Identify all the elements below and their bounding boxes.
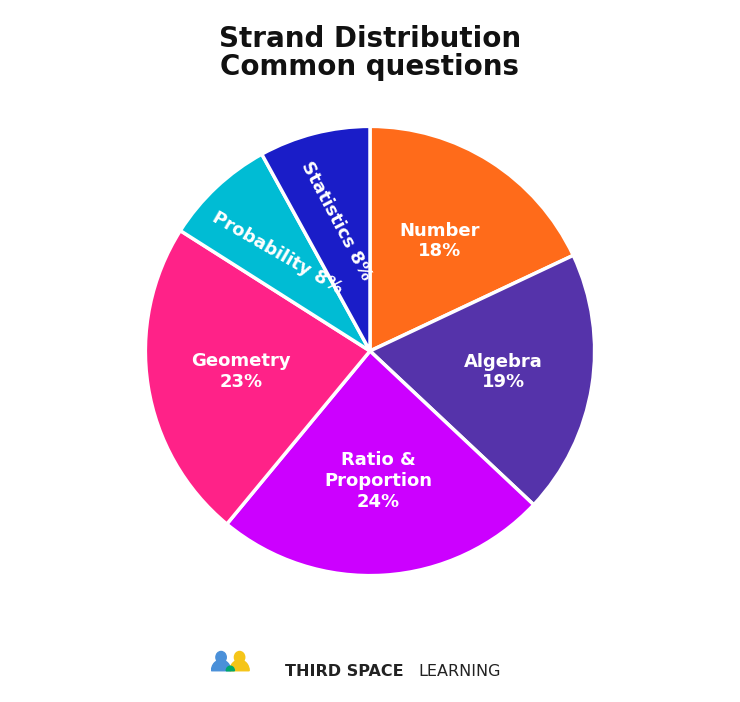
Text: Number
18%: Number 18%	[400, 222, 480, 260]
Wedge shape	[226, 351, 534, 576]
Text: THIRD SPACE: THIRD SPACE	[285, 663, 403, 679]
Text: Ratio &
Proportion
24%: Ratio & Proportion 24%	[324, 451, 432, 511]
Circle shape	[216, 651, 226, 663]
Wedge shape	[230, 660, 249, 671]
Text: Probability 8%: Probability 8%	[209, 208, 346, 298]
Text: Strand Distribution: Strand Distribution	[219, 25, 521, 53]
Wedge shape	[370, 256, 595, 505]
Wedge shape	[181, 154, 370, 351]
Text: LEARNING: LEARNING	[418, 663, 500, 679]
Text: Statistics 8%: Statistics 8%	[297, 158, 375, 283]
Wedge shape	[145, 231, 370, 524]
Text: Algebra
19%: Algebra 19%	[464, 352, 542, 392]
Wedge shape	[212, 660, 231, 671]
Circle shape	[235, 651, 245, 663]
Text: Geometry
23%: Geometry 23%	[192, 352, 291, 391]
Wedge shape	[226, 666, 235, 671]
Wedge shape	[370, 126, 574, 351]
Text: Common questions: Common questions	[221, 53, 519, 81]
Wedge shape	[262, 126, 370, 351]
